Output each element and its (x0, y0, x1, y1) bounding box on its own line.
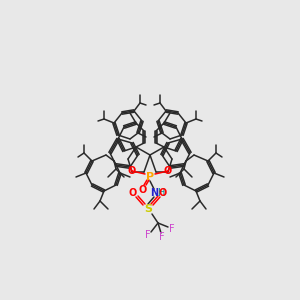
Text: S: S (144, 204, 152, 214)
Text: O: O (139, 185, 147, 195)
Text: O: O (159, 188, 167, 198)
Text: O: O (164, 166, 172, 176)
Text: N: N (150, 188, 158, 198)
Text: O: O (128, 166, 136, 176)
Text: H: H (158, 188, 166, 198)
Text: O: O (129, 188, 137, 198)
Text: F: F (169, 224, 175, 234)
Text: F: F (159, 232, 165, 242)
Text: F: F (145, 230, 151, 240)
Text: P: P (146, 172, 154, 182)
